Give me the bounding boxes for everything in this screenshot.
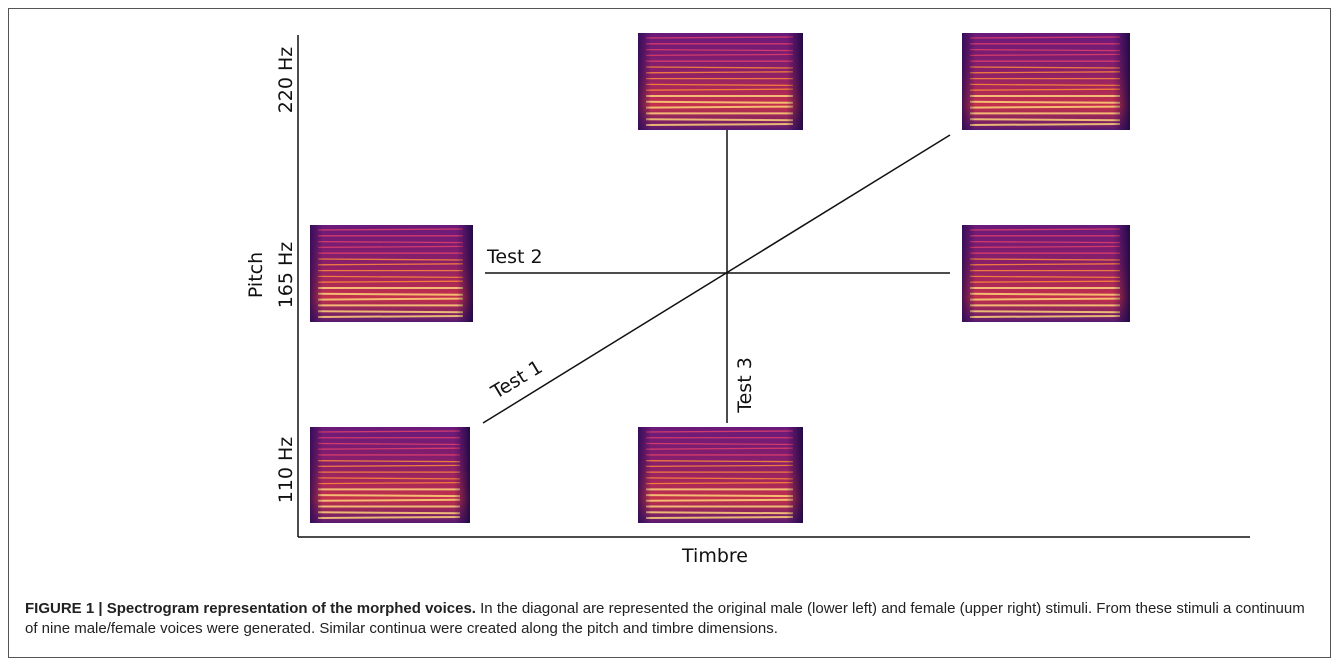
spectrogram <box>638 427 803 523</box>
spectrogram-edge <box>638 33 803 130</box>
pitch-label: 165 Hz <box>275 242 297 309</box>
test-label: Test 2 <box>486 246 543 268</box>
caption-text: In the diagonal are represented the orig… <box>25 600 1305 637</box>
pitch-label: 220 Hz <box>275 47 297 114</box>
spectrogram-edge <box>638 427 803 523</box>
figure-frame <box>8 8 1331 658</box>
figure-caption: FIGURE 1 | Spectrogram representation of… <box>25 599 1315 639</box>
spectrogram-edge <box>310 225 473 322</box>
spectrogram <box>962 225 1130 322</box>
spectrogram-edge <box>962 33 1130 130</box>
test-label: Test 1 <box>487 356 547 404</box>
x-axis-label: Timbre <box>681 545 748 567</box>
test-1-line <box>482 134 951 424</box>
spectrogram <box>638 33 803 130</box>
spectrogram <box>310 225 473 322</box>
caption-title: FIGURE 1 | Spectrogram representation of… <box>25 600 476 617</box>
spectrogram <box>310 427 470 523</box>
spectrogram-edge <box>310 427 470 523</box>
test-label: Test 3 <box>734 357 756 414</box>
spectrogram <box>962 33 1130 130</box>
pitch-label: 110 Hz <box>275 437 297 504</box>
spectrogram-edge <box>962 225 1130 322</box>
y-axis-label: Pitch <box>245 252 267 298</box>
spectrograms <box>310 33 1130 523</box>
